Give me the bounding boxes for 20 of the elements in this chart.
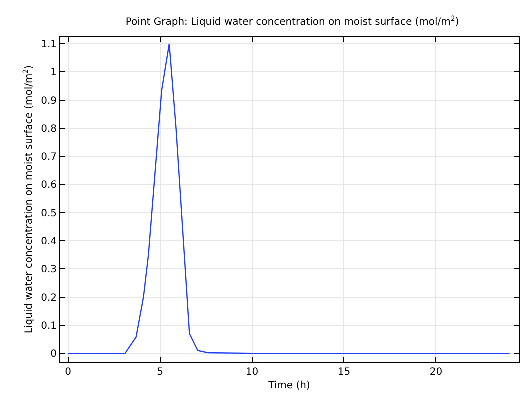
y-tick-label: 0.7 (41, 152, 57, 164)
x-tick-label: 15 (338, 367, 351, 378)
y-tick-label: 0.2 (41, 292, 57, 304)
y-tick-label: 1.1 (41, 40, 57, 51)
y-tick-label: 0.8 (41, 124, 57, 135)
chart-title: Point Graph: Liquid water concentration on moist surface (mol/m$^{2}$) (126, 14, 460, 28)
y-tick-label: 0.9 (41, 96, 57, 107)
y-tick-label: 0.3 (41, 264, 57, 276)
y-tick-label: 0.5 (41, 208, 57, 220)
y-tick-label: 0 (50, 349, 57, 360)
y-tick-label: 0.6 (41, 180, 57, 192)
x-axis-title: Time (h) (268, 380, 310, 392)
x-tick-label: 10 (246, 367, 259, 378)
x-tick-label: 0 (65, 367, 72, 378)
x-tick-label: 20 (430, 367, 443, 378)
y-tick-label: 0.4 (41, 236, 57, 248)
y-tick-label: 1 (50, 68, 57, 79)
x-tick-label: 5 (157, 367, 164, 378)
line-series (68, 43, 510, 354)
y-tick-label: 0.1 (41, 320, 57, 332)
